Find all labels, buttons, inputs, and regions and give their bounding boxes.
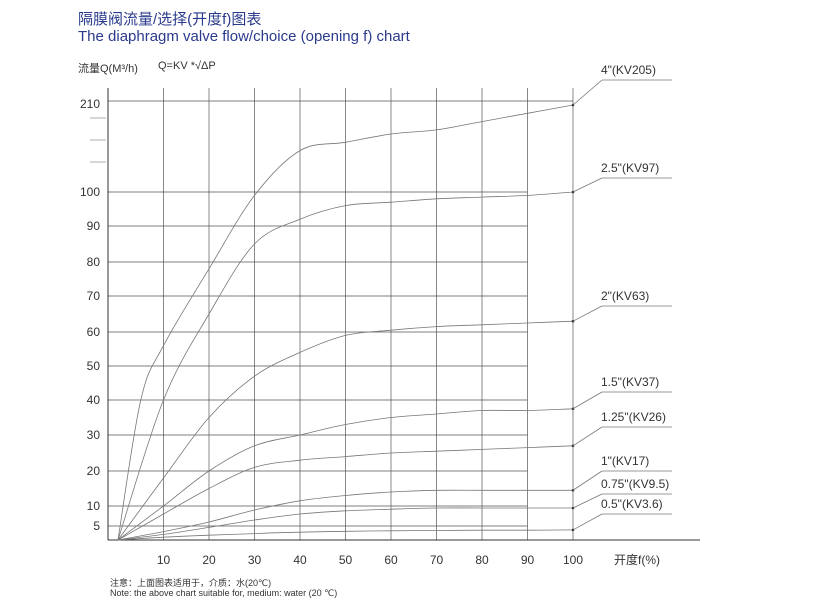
chart-title-cn: 隔膜阀流量/选择(开度f)图表 bbox=[78, 11, 262, 28]
series-line bbox=[117, 529, 574, 541]
y-tick-label: 100 bbox=[80, 185, 100, 199]
x-tick-label: 80 bbox=[475, 553, 489, 567]
chart-title-en: The diaphragm valve flow/choice (opening… bbox=[78, 28, 410, 45]
leader-line bbox=[572, 79, 603, 106]
y-tick-label: 70 bbox=[87, 289, 101, 303]
series-line bbox=[117, 320, 574, 541]
x-tick-label: 70 bbox=[430, 553, 444, 567]
y-tick-label: 50 bbox=[87, 359, 101, 373]
series-line bbox=[117, 104, 574, 541]
y-tick-label: 5 bbox=[93, 519, 100, 533]
leader-line bbox=[572, 493, 603, 509]
x-tick-label: 90 bbox=[521, 553, 535, 567]
y-tick-label: 210 bbox=[80, 97, 100, 111]
x-tick-label: 100 bbox=[563, 553, 583, 567]
series-label: 1.25"(KV26) bbox=[601, 410, 666, 424]
series-line bbox=[117, 445, 574, 541]
series-label: 0.5"(KV3.6) bbox=[601, 497, 663, 511]
note-cn: 注意：上面图表适用于，介质：水(20℃) bbox=[110, 578, 272, 588]
x-tick-label: 40 bbox=[293, 553, 307, 567]
series-label: 4"(KV205) bbox=[601, 63, 656, 77]
y-tick-label: 20 bbox=[87, 464, 101, 478]
x-tick-label: 20 bbox=[202, 553, 216, 567]
leader-line bbox=[572, 177, 603, 193]
y-tick-label: 40 bbox=[87, 393, 101, 407]
y-tick-label: 90 bbox=[87, 219, 101, 233]
series-label: 1.5"(KV37) bbox=[601, 375, 659, 389]
series-label: 0.75"(KV9.5) bbox=[601, 477, 669, 491]
y-tick-label: 60 bbox=[87, 325, 101, 339]
x-axis-label: 开度f(%) bbox=[614, 552, 660, 567]
note-en: Note: the above chart suitable for, medi… bbox=[110, 588, 338, 598]
x-tick-label: 30 bbox=[248, 553, 262, 567]
series-line bbox=[117, 489, 573, 541]
x-tick-label: 60 bbox=[384, 553, 398, 567]
leader-line bbox=[572, 391, 603, 410]
leader-line bbox=[572, 426, 603, 447]
y-tick-label: 30 bbox=[87, 428, 101, 442]
leader-line bbox=[572, 305, 603, 322]
y-tick-label: 80 bbox=[87, 255, 101, 269]
leader-line bbox=[572, 513, 603, 531]
leader-line bbox=[572, 470, 603, 491]
x-tick-label: 10 bbox=[157, 553, 171, 567]
series-label: 2.5"(KV97) bbox=[601, 161, 659, 175]
series-line bbox=[117, 408, 574, 541]
series-label: 2"(KV63) bbox=[601, 289, 649, 303]
y-tick-label: 10 bbox=[87, 499, 101, 513]
flow-formula: Q=KV *√ΔP bbox=[158, 60, 216, 72]
series-line bbox=[117, 507, 573, 541]
series-line bbox=[117, 191, 574, 541]
series-label: 1"(KV17) bbox=[601, 454, 649, 468]
x-tick-label: 50 bbox=[339, 553, 353, 567]
y-axis-label: 流量Q(M³/h) bbox=[78, 63, 138, 75]
